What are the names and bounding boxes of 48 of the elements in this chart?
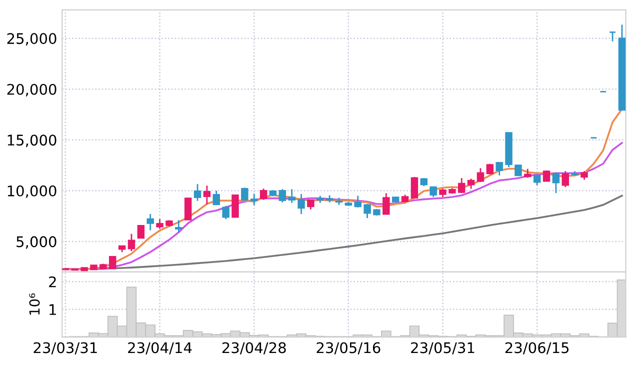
candlestick: [260, 188, 268, 201]
candlestick: [288, 188, 296, 204]
candlestick: [552, 172, 560, 194]
candlestick: [128, 233, 136, 252]
candlestick: [496, 162, 503, 176]
y-tick-label: 15,000: [8, 134, 56, 148]
candlestick: [278, 188, 286, 204]
line-series: [64, 108, 623, 270]
candlestick: [222, 205, 230, 220]
candlestick: [241, 186, 248, 202]
y-tick-label: 10,000: [8, 185, 56, 198]
candlestick: [354, 195, 362, 208]
candlestick: [382, 192, 390, 216]
candlestick: [250, 193, 258, 206]
candlestick: [108, 256, 116, 270]
candlestick: [364, 203, 371, 219]
y-tick-label: 2: [49, 276, 56, 288]
candlestick: [298, 193, 305, 215]
x-tick-label: 23/06/15: [505, 342, 569, 354]
x-tick-label: 23/03/31: [34, 342, 97, 354]
candlestick: [458, 177, 466, 194]
y-tick-label: 5,000: [16, 236, 56, 249]
candlestick: [410, 176, 418, 199]
candlestick: [514, 164, 522, 177]
candlestick: [146, 213, 154, 231]
candlestick: [137, 225, 145, 239]
candlestick: [608, 32, 616, 42]
candlestick: [467, 178, 475, 190]
candlestick: [562, 170, 570, 188]
candlestick: [212, 190, 220, 206]
candlestick: [203, 184, 211, 206]
y-tick-label: 1: [50, 304, 56, 315]
x-tick-label: 23/05/31: [411, 342, 474, 354]
x-tick-label: 23/04/28: [222, 342, 286, 354]
candlestick: [430, 186, 437, 198]
x-tick-label: 23/05/16: [316, 342, 380, 354]
y-tick-label: 20,000: [7, 84, 56, 96]
candlestick: [476, 167, 484, 183]
candlestick: [156, 218, 164, 230]
candlestick: [307, 199, 314, 210]
candlestick: [232, 194, 239, 218]
y-axis-title: 10⁶: [29, 293, 40, 315]
x-tick-label: 23/04/14: [128, 342, 192, 354]
y-tick-label: 25,000: [7, 33, 56, 46]
candlestick: [533, 174, 541, 186]
candlestick: [184, 197, 192, 221]
candlestick: [175, 219, 182, 233]
candlestick: [194, 183, 202, 202]
